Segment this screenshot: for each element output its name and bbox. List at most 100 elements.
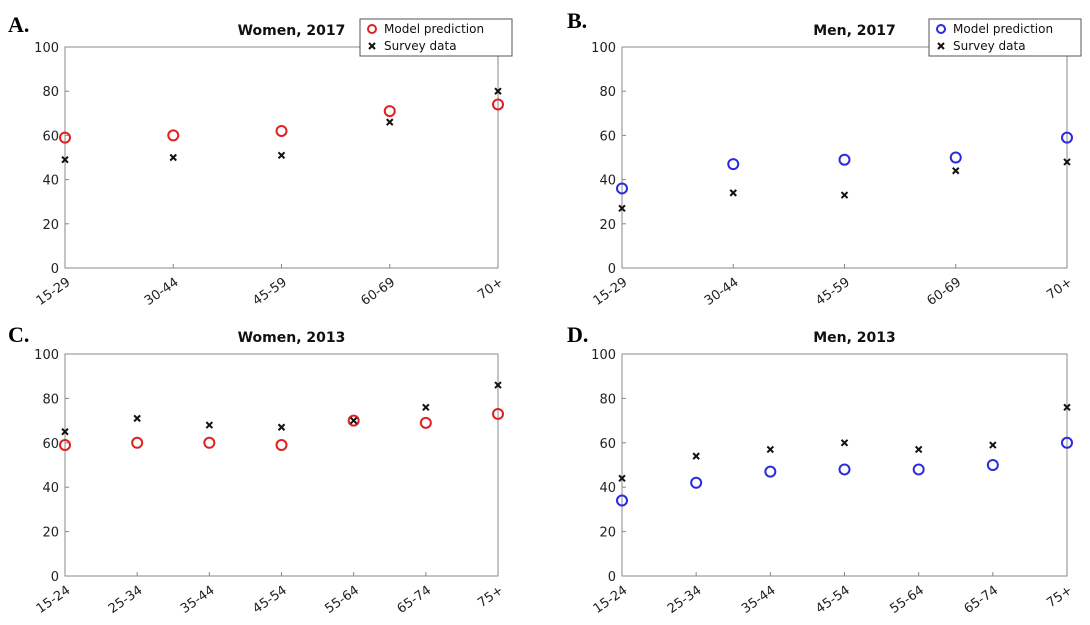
- model-prediction-point: [690, 476, 703, 489]
- survey-data-point: [1063, 158, 1071, 166]
- legend: Model prediction Survey data: [359, 18, 513, 57]
- x-tick-label: 45-54: [813, 583, 853, 617]
- model-prediction-point: [949, 151, 962, 164]
- legend-circle-marker: [936, 24, 946, 34]
- survey-data-point: [618, 474, 626, 483]
- x-tick-label: 65-74: [395, 583, 435, 617]
- x-tick-label: 35-44: [739, 583, 779, 617]
- model-prediction-point: [347, 414, 360, 427]
- y-tick-label: 60: [599, 129, 616, 144]
- chart-panel-2: Men, 2017 0 20 40 60 80 100 15-29 30-44 45-59 60-6…: [591, 18, 1082, 309]
- model-prediction-point: [727, 158, 740, 171]
- y-tick-label: 0: [608, 570, 616, 585]
- x-tick-label: 70+: [475, 275, 506, 303]
- x-tick-label: 30-44: [142, 275, 182, 309]
- model-prediction-point: [616, 494, 628, 507]
- plot-area: [621, 46, 1068, 269]
- y-tick-label: 60: [599, 437, 616, 452]
- y-tick-label: 100: [591, 348, 616, 363]
- y-tick-label: 100: [591, 41, 616, 56]
- survey-data-point: [766, 445, 775, 454]
- survey-data-point: [692, 452, 700, 460]
- legend-box: [359, 18, 513, 57]
- survey-data-point: [422, 403, 430, 411]
- survey-data-point: [729, 189, 737, 197]
- survey-data-point: [205, 421, 214, 429]
- panel-letter-a: A.: [8, 12, 30, 37]
- y-tick-label: 60: [42, 437, 59, 452]
- survey-data-point: [277, 151, 286, 159]
- y-tick-label: 20: [42, 526, 59, 541]
- survey-data-point: [840, 191, 849, 199]
- survey-data-point: [618, 204, 626, 213]
- y-tick-label: 20: [599, 218, 616, 233]
- x-tick-label: 35-44: [178, 583, 218, 617]
- legend-label: Model prediction: [384, 22, 484, 36]
- survey-data-point: [386, 118, 394, 126]
- model-prediction-point: [59, 131, 71, 144]
- model-prediction-point: [986, 459, 999, 471]
- model-prediction-point: [912, 463, 925, 476]
- x-tick-label: 65-74: [962, 583, 1002, 617]
- plot-area: [64, 46, 499, 269]
- x-tick-label: 15-24: [34, 583, 74, 617]
- x-tick-label: 25-34: [106, 583, 146, 617]
- survey-data-point: [989, 441, 997, 449]
- panel-letter-d: D.: [567, 322, 589, 347]
- model-prediction-point: [1061, 131, 1073, 144]
- model-prediction-point: [203, 436, 216, 449]
- model-prediction-point: [275, 439, 288, 452]
- x-tick-label: 15-29: [34, 275, 74, 309]
- legend-x-marker: [368, 42, 376, 50]
- x-tick-label: 15-24: [591, 583, 631, 617]
- model-prediction-point: [616, 182, 628, 195]
- x-tick-label: 60-69: [924, 275, 964, 309]
- legend-circle-marker: [367, 24, 377, 34]
- survey-data-point: [494, 87, 502, 95]
- panel-letter-b: B.: [567, 8, 588, 33]
- chart-panel-4: Men, 2013 0 20 40 60 80 100 15-24 25-34 35-44 45-5…: [591, 330, 1076, 617]
- y-tick-label: 20: [599, 526, 616, 541]
- chart-panel-1: Women, 2017 0 20 40 60 80 100 15-29 30-44 45-59 60…: [34, 18, 513, 309]
- y-tick-label: 0: [608, 262, 616, 277]
- x-tick-label: 75+: [1044, 583, 1075, 611]
- survey-data-point: [914, 445, 923, 454]
- survey-data-point: [169, 153, 177, 162]
- survey-data-point: [277, 423, 286, 431]
- model-prediction-point: [131, 436, 144, 449]
- x-tick-label: 45-59: [813, 275, 853, 309]
- x-tick-label: 30-44: [702, 275, 742, 309]
- y-tick-label: 100: [34, 348, 59, 363]
- survey-data-point: [349, 416, 358, 425]
- x-tick-label: 15-29: [591, 275, 631, 309]
- y-tick-label: 0: [51, 570, 59, 585]
- model-prediction-point: [764, 465, 777, 478]
- model-prediction-point: [1061, 436, 1073, 449]
- x-tick-label: 45-54: [250, 583, 290, 617]
- y-tick-label: 100: [34, 41, 59, 56]
- model-prediction-point: [275, 124, 288, 137]
- model-prediction-point: [383, 105, 396, 118]
- survey-data-point: [61, 156, 69, 164]
- survey-data-point: [840, 439, 849, 447]
- y-tick-label: 80: [42, 85, 59, 100]
- y-tick-label: 80: [599, 85, 616, 100]
- y-tick-label: 40: [42, 481, 59, 496]
- legend-label: Survey data: [953, 39, 1026, 53]
- model-prediction-point: [59, 439, 71, 452]
- survey-data-point: [61, 427, 69, 436]
- x-tick-label: 55-64: [887, 583, 927, 617]
- chart-title: Men, 2013: [813, 330, 896, 346]
- x-tick-label: 25-34: [665, 583, 705, 617]
- legend-label: Model prediction: [953, 22, 1053, 36]
- survey-data-point: [494, 381, 502, 389]
- x-tick-label: 60-69: [358, 275, 398, 309]
- y-tick-label: 60: [42, 129, 59, 144]
- model-prediction-point: [167, 129, 180, 142]
- chart-title: Women, 2017: [238, 23, 346, 39]
- y-tick-label: 40: [42, 174, 59, 189]
- x-tick-label: 75+: [475, 583, 506, 611]
- y-tick-label: 40: [599, 481, 616, 496]
- model-prediction-point: [838, 463, 851, 476]
